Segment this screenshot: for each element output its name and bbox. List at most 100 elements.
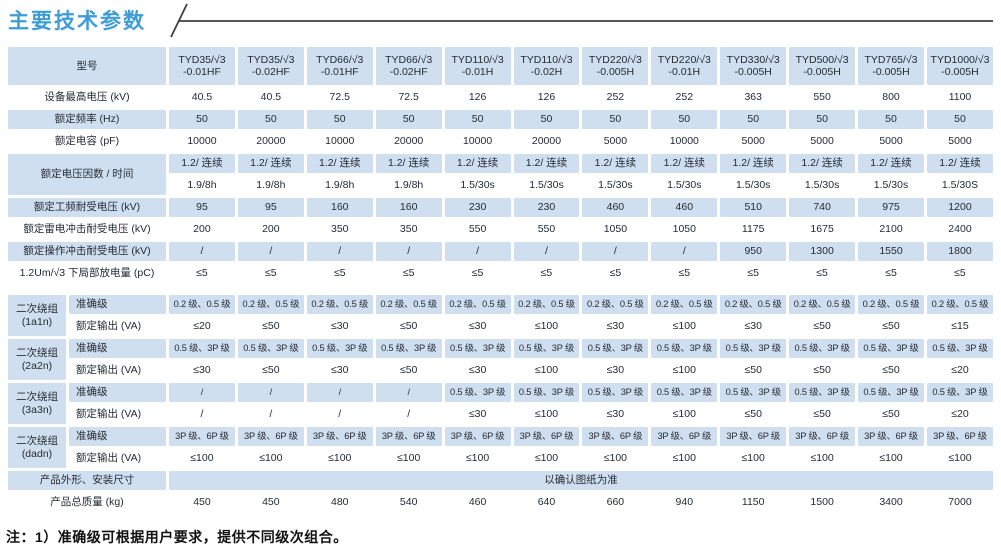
value-cell: ≤50 xyxy=(882,320,900,333)
model-header: TYD35/√3 -0.01HF xyxy=(169,47,235,85)
value-cell: 50 xyxy=(237,110,304,129)
value-cell: 1.2/ 连续 xyxy=(375,154,442,173)
value-cell: 2400 xyxy=(948,223,972,236)
value-cell: 3P 级、6P 级 xyxy=(789,427,856,446)
table-row: 二次绕组 (1a1n) 准确级 0.2 级、0.5 级 0.2 级、0.5 级 0.2 级… xyxy=(8,295,993,336)
value-cell: 1.5/30s xyxy=(873,179,909,192)
header-rule xyxy=(170,3,993,38)
row-label: 额定操作冲击耐受电压 (kV) xyxy=(8,242,166,261)
value-cell: ≤5 xyxy=(196,267,208,280)
value-cell: 40.5 xyxy=(260,91,282,104)
row-label: 额定输出 (VA) xyxy=(76,320,142,333)
value-cell: ≤30 xyxy=(468,364,487,377)
value-cell: 230 xyxy=(513,198,580,217)
model-column-label: 型号 xyxy=(8,47,166,85)
value-cell: ≤5 xyxy=(678,267,691,280)
spacer-cell xyxy=(8,286,993,292)
table-row: 额定工频耐受电压 (kV) 95 95 160 160 230 230 460 460 510 74… xyxy=(8,198,993,217)
value-cell: 0.5 级、3P 级 xyxy=(444,339,511,358)
value-cell: 50 xyxy=(789,110,856,129)
value-cell: / xyxy=(407,408,411,421)
value-cell: 126 xyxy=(468,91,487,104)
value-cell: 1.5/30s xyxy=(598,179,633,192)
value-cell: / xyxy=(306,383,373,402)
value-cell: 550 xyxy=(813,91,831,104)
value-cell: 5000 xyxy=(603,135,628,148)
value-cell: 0.5 级、3P 级 xyxy=(582,339,649,358)
value-cell: 950 xyxy=(720,242,787,261)
value-cell: 2100 xyxy=(879,223,903,236)
section-spacer xyxy=(8,286,993,292)
value-cell: 252 xyxy=(675,91,694,104)
value-cell: ≤100 xyxy=(672,452,696,465)
value-cell: 3P 级、6P 级 xyxy=(513,427,580,446)
value-cell: 0.5 级、3P 级 xyxy=(582,383,649,402)
value-cell: 95 xyxy=(169,198,235,217)
table-row: 额定输出 (VA) ≤20 ≤50 ≤30 ≤50 ≤30 ≤100 ≤30 ≤100 ≤30 ≤5… xyxy=(8,317,993,336)
value-cell: 0.2 级、0.5 级 xyxy=(926,295,993,314)
value-cell: ≤100 xyxy=(534,452,559,465)
model-header: TYD330/√3 -0.005H xyxy=(720,47,787,85)
table-row: 产品外形、安装尺寸 以确认图纸为准 xyxy=(8,471,993,490)
value-cell: 0.2 级、0.5 级 xyxy=(237,295,304,314)
value-cell: ≤30 xyxy=(744,320,762,333)
value-cell: 0.5 级、3P 级 xyxy=(169,339,235,358)
value-cell: ≤30 xyxy=(606,408,625,421)
value-cell: / xyxy=(169,242,235,261)
value-cell: 3400 xyxy=(879,496,903,509)
value-cell: 0.2 级、0.5 级 xyxy=(651,295,718,314)
value-cell: 0.2 级、0.5 级 xyxy=(306,295,373,314)
value-cell: 3P 级、6P 级 xyxy=(858,427,924,446)
model-header: TYD110/√3 -0.01H xyxy=(444,47,511,85)
value-cell: ≤100 xyxy=(534,320,559,333)
table-row: 产品总质量 (kg) 450 450 480 540 460 640 660 940 1150 15… xyxy=(8,493,993,512)
value-cell: ≤100 xyxy=(603,452,628,465)
value-cell: ≤100 xyxy=(259,452,283,465)
value-cell: 0.5 级、3P 级 xyxy=(858,339,924,358)
model-header: TYD66/√3 -0.01HF xyxy=(306,47,373,85)
spec-table: 型号 TYD35/√3 -0.01HF TYD35/√3 -0.02HF TYD66/√3… xyxy=(5,44,996,515)
value-cell: 1.2/ 连续 xyxy=(237,154,304,173)
value-cell: 230 xyxy=(444,198,511,217)
value-cell: ≤100 xyxy=(465,452,490,465)
value-cell: 160 xyxy=(306,198,373,217)
value-cell: 3P 级、6P 级 xyxy=(169,427,235,446)
row-label: 设备最高电压 (kV) xyxy=(44,91,130,104)
table-row: 额定频率 (Hz) 50 50 50 50 50 50 50 50 50 50 50 50 xyxy=(8,110,993,129)
table-row: 额定电压因数 / 时间 1.2/ 连续 1.2/ 连续 1.2/ 连续 1.2/ 连续 1… xyxy=(8,154,993,195)
value-cell: ≤5 xyxy=(471,267,484,280)
value-cell: ≤100 xyxy=(328,452,352,465)
value-cell: 3P 级、6P 级 xyxy=(306,427,373,446)
value-cell: 0.5 级、3P 级 xyxy=(720,383,787,402)
value-cell: 450 xyxy=(262,496,280,509)
value-cell: 1.2/ 连续 xyxy=(651,154,718,173)
value-cell: 460 xyxy=(468,496,487,509)
row-label: 产品总质量 (kg) xyxy=(50,496,124,509)
table-row: 额定输出 (VA) ≤100 ≤100 ≤100 ≤100 ≤100 ≤100 ≤100 ≤10… xyxy=(8,449,993,468)
value-cell: 50 xyxy=(858,110,924,129)
value-cell: ≤100 xyxy=(672,408,696,421)
value-cell: 0.5 级、3P 级 xyxy=(651,383,718,402)
value-cell: ≤20 xyxy=(951,408,969,421)
value-cell: 126 xyxy=(537,91,556,104)
value-cell: / xyxy=(237,383,304,402)
footnote: 注：1）准确级可根据用户要求，提供不同级次组合。 xyxy=(6,529,348,545)
value-cell: / xyxy=(338,408,342,421)
value-cell: 1.9/8h xyxy=(394,179,424,192)
model-header: TYD220/√3 -0.005H xyxy=(582,47,649,85)
model-header: TYD110/√3 -0.02H xyxy=(513,47,580,85)
value-cell: ≤100 xyxy=(810,452,834,465)
value-cell: 640 xyxy=(537,496,556,509)
value-cell: ≤100 xyxy=(672,320,696,333)
value-cell: / xyxy=(513,242,580,261)
value-cell: ≤100 xyxy=(948,452,972,465)
value-cell: 50 xyxy=(720,110,787,129)
value-cell: 1.2/ 连续 xyxy=(858,154,924,173)
value-cell: ≤50 xyxy=(399,320,418,333)
page-title: 主要技术参数 xyxy=(8,10,146,33)
value-cell: ≤50 xyxy=(882,408,900,421)
value-cell: 0.2 级、0.5 级 xyxy=(444,295,511,314)
row-label: 准确级 xyxy=(69,383,166,402)
value-cell: / xyxy=(306,242,373,261)
